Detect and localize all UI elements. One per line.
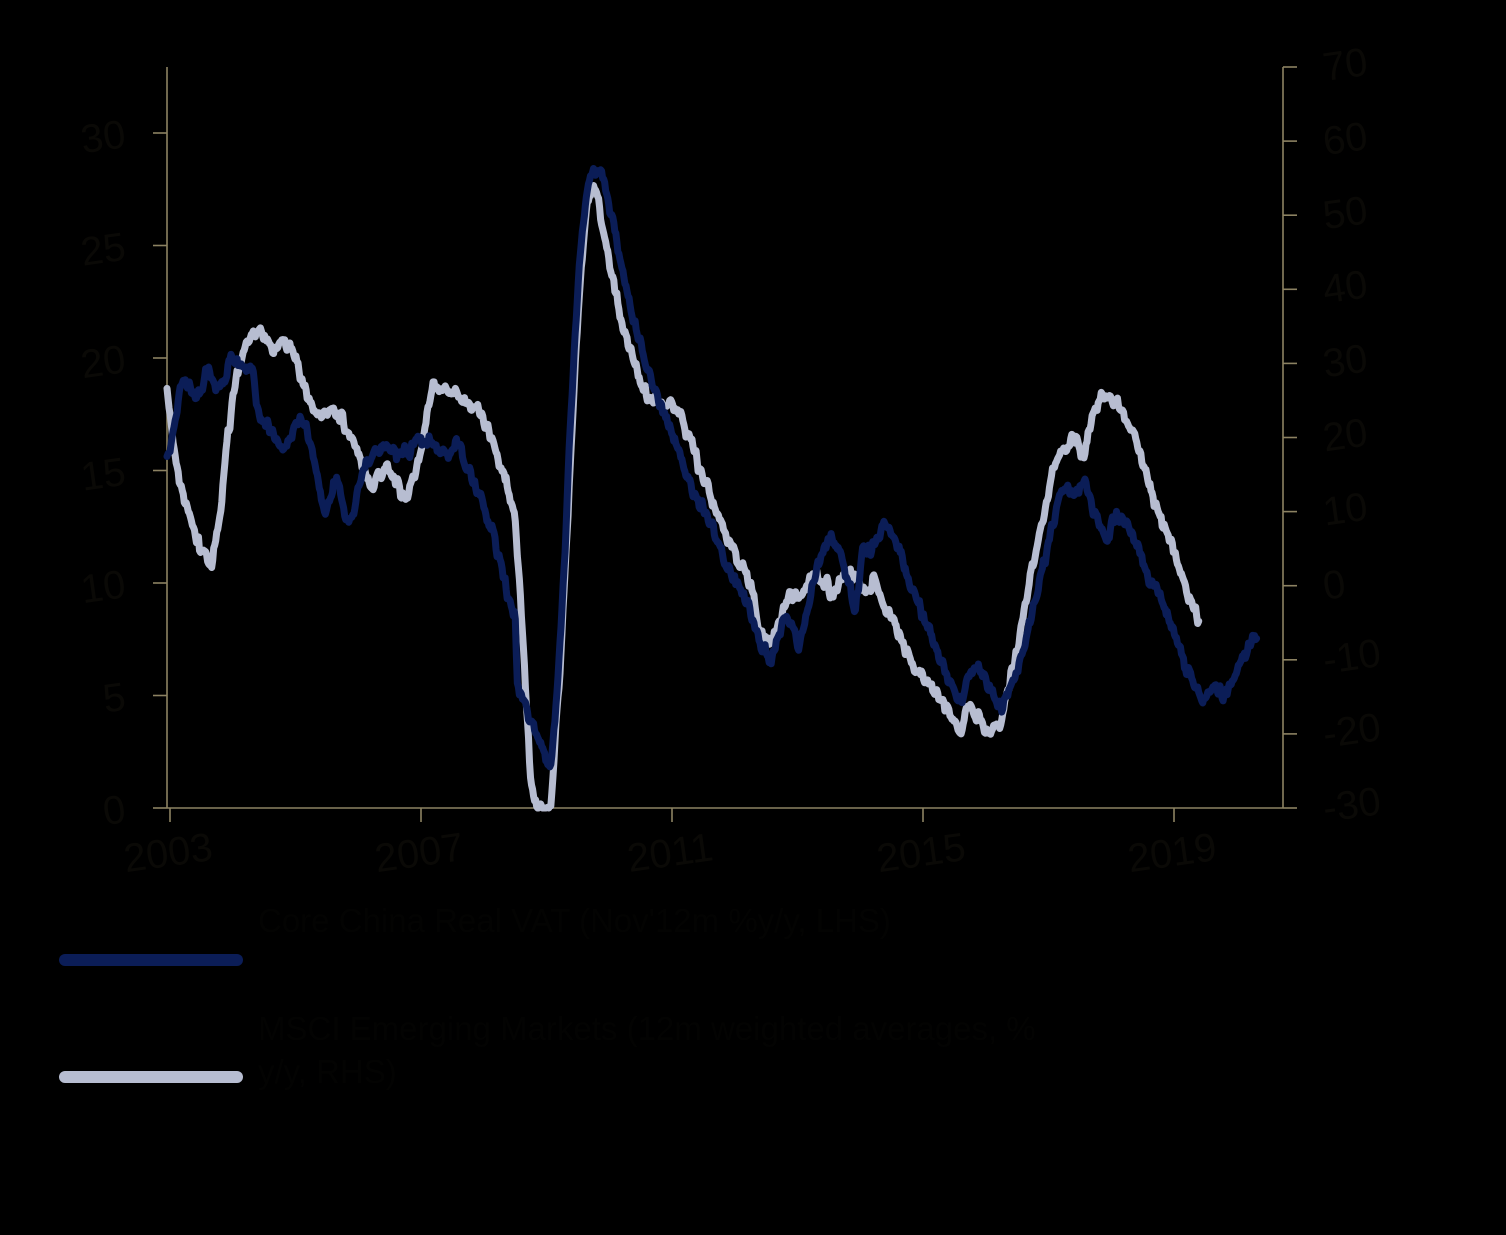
svg-text:50: 50 bbox=[1320, 188, 1370, 238]
svg-text:-30: -30 bbox=[1320, 779, 1383, 831]
svg-text:MSCI Emerging Markets (12m wei: MSCI Emerging Markets (12m weighted aver… bbox=[258, 1010, 1036, 1047]
svg-text:60: 60 bbox=[1320, 114, 1370, 164]
svg-text:30: 30 bbox=[78, 112, 128, 162]
svg-text:20: 20 bbox=[1320, 411, 1370, 461]
svg-text:10: 10 bbox=[78, 562, 128, 612]
svg-text:70: 70 bbox=[1320, 40, 1370, 90]
svg-text:15: 15 bbox=[78, 450, 128, 500]
svg-text:40: 40 bbox=[1320, 262, 1370, 312]
svg-text:Core China Real VAT (Nov'12m %: Core China Real VAT (Nov'12m %y/y, LHS) bbox=[258, 902, 891, 939]
svg-text:25: 25 bbox=[78, 225, 128, 275]
svg-text:-10: -10 bbox=[1320, 631, 1383, 683]
svg-text:20: 20 bbox=[78, 337, 128, 387]
svg-text:y/y, RHS): y/y, RHS) bbox=[258, 1053, 397, 1090]
svg-text:-20: -20 bbox=[1320, 705, 1383, 757]
svg-text:10: 10 bbox=[1320, 485, 1370, 535]
svg-text:30: 30 bbox=[1320, 337, 1370, 387]
